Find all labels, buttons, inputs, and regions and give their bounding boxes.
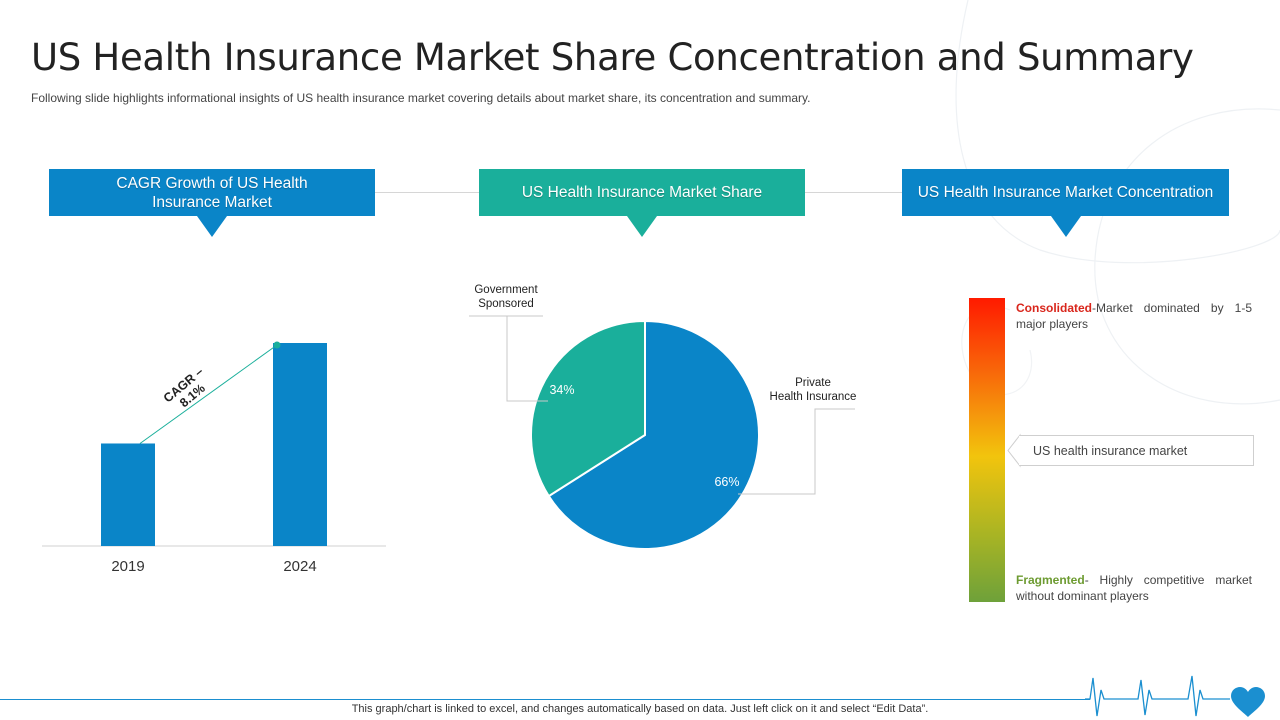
pie-category-label-line: Government <box>474 284 538 296</box>
pie-leader-government <box>469 315 548 402</box>
banner-market-share-text: US Health Insurance Market Share <box>521 184 763 201</box>
fragmented-label: Fragmented <box>1016 573 1085 587</box>
banner-concentration: US Health Insurance Market Concentration <box>902 169 1229 237</box>
pie-slice-private <box>547 319 760 550</box>
banner-concentration-text: US Health Insurance Market Concentration <box>917 184 1214 201</box>
pie-category-label-line: Health Insurance <box>770 391 857 403</box>
cagr-trend-line <box>139 344 278 444</box>
banner-market-share-pointer <box>627 216 657 237</box>
page-title: US Health Insurance Market Share Concent… <box>31 36 1194 79</box>
page-subtitle: Following slide highlights informational… <box>31 91 811 105</box>
banner-cagr-pointer <box>197 216 227 237</box>
pie-category-label-line: Sponsored <box>478 298 534 310</box>
cagr-trend-marker <box>273 341 281 349</box>
pie-value-label-private: 66% <box>714 475 739 489</box>
banner-connector-right <box>805 192 902 193</box>
banner-cagr: CAGR Growth of US Health Insurance Marke… <box>49 169 375 237</box>
footer-line <box>0 699 1090 700</box>
consolidated-label: Consolidated <box>1016 301 1093 315</box>
fragmented-description: Fragmented- Highly competitive market wi… <box>1016 572 1252 604</box>
pie-category-label-line: Private <box>795 377 831 389</box>
bar-2024 <box>273 343 327 546</box>
pie-category-label-government: Government Sponsored <box>474 284 538 310</box>
pie-value-label-government: 34% <box>549 383 574 397</box>
bar-tick-label-2019: 2019 <box>111 558 144 575</box>
fragmented-text: - Highly competitive market without domi… <box>1016 573 1252 603</box>
bar-2019 <box>101 443 155 546</box>
pie-leader-private <box>738 408 855 495</box>
banner-concentration-pointer <box>1050 216 1081 237</box>
banner-market-share: US Health Insurance Market Share <box>479 169 805 237</box>
footer-note: This graph/chart is linked to excel, and… <box>351 703 929 715</box>
market-marker-text: US health insurance market <box>1033 444 1188 458</box>
concentration-gradient-bar <box>969 298 1005 602</box>
banner-connector-left <box>375 192 479 193</box>
banner-cagr-text: CAGR Growth of US Health Insurance Marke… <box>116 174 308 211</box>
consolidated-text: -Market dominated by 1-5 major players <box>1016 301 1252 331</box>
consolidated-description: Consolidated-Market dominated by 1-5 maj… <box>1016 300 1252 332</box>
bar-tick-label-2024: 2024 <box>283 558 316 575</box>
pie-slice-government <box>530 319 646 498</box>
pie-category-label-private: Private Health Insurance <box>770 377 857 403</box>
market-marker-box: US health insurance market <box>1020 435 1254 466</box>
